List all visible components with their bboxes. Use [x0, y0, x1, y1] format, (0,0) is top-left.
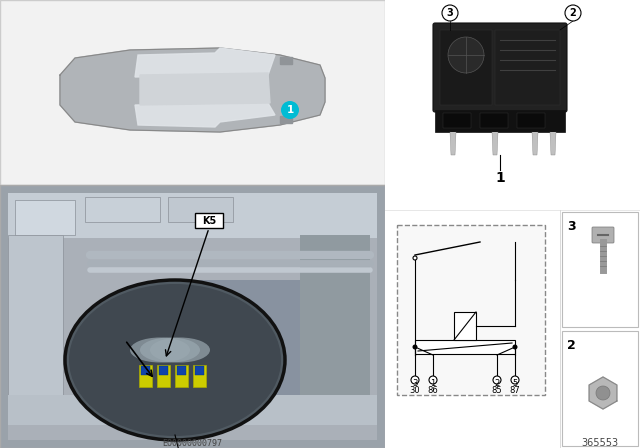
Polygon shape — [140, 73, 270, 105]
Circle shape — [413, 345, 417, 349]
Bar — [280, 57, 292, 64]
Polygon shape — [532, 132, 538, 155]
Circle shape — [429, 376, 437, 384]
Bar — [0, 0, 385, 185]
Text: 3: 3 — [412, 379, 418, 388]
Text: EO0000000797: EO0000000797 — [162, 439, 222, 448]
FancyBboxPatch shape — [433, 23, 567, 112]
FancyBboxPatch shape — [592, 227, 614, 243]
Bar — [195, 213, 223, 228]
Circle shape — [596, 386, 610, 400]
Text: 2: 2 — [494, 379, 500, 388]
Bar — [168, 197, 233, 222]
Text: 5: 5 — [513, 379, 518, 388]
Polygon shape — [492, 132, 498, 155]
Ellipse shape — [140, 337, 200, 362]
Bar — [0, 185, 385, 448]
Text: 2: 2 — [567, 339, 576, 352]
Bar — [159, 366, 168, 375]
Bar — [280, 116, 292, 123]
Circle shape — [493, 376, 501, 384]
Bar — [443, 113, 471, 128]
Ellipse shape — [65, 280, 285, 440]
Bar — [175, 365, 188, 387]
Text: 1: 1 — [495, 171, 505, 185]
Bar — [440, 30, 492, 105]
Bar — [385, 210, 560, 448]
Bar — [454, 312, 476, 340]
Polygon shape — [450, 132, 456, 155]
Bar — [195, 366, 204, 375]
Bar — [560, 210, 640, 448]
Circle shape — [411, 376, 419, 384]
Bar — [397, 225, 545, 395]
Circle shape — [281, 101, 299, 119]
Bar — [180, 280, 360, 400]
Bar — [157, 365, 170, 387]
Bar — [435, 110, 565, 132]
Text: K5: K5 — [202, 215, 216, 225]
Polygon shape — [60, 48, 325, 132]
Polygon shape — [589, 377, 617, 409]
Circle shape — [565, 5, 581, 21]
Bar — [141, 366, 150, 375]
Text: 3: 3 — [567, 220, 575, 233]
Text: 1: 1 — [286, 105, 294, 115]
Text: 3: 3 — [447, 8, 453, 18]
Bar — [385, 0, 640, 210]
Bar — [562, 331, 638, 446]
Circle shape — [511, 376, 519, 384]
Polygon shape — [135, 48, 275, 77]
Text: 87: 87 — [509, 386, 520, 395]
Bar — [480, 113, 508, 128]
Circle shape — [513, 345, 518, 349]
Bar — [193, 365, 206, 387]
Bar — [177, 366, 186, 375]
Text: 85: 85 — [492, 386, 502, 395]
Ellipse shape — [150, 337, 210, 362]
Polygon shape — [135, 103, 275, 127]
Bar — [495, 30, 560, 105]
Text: 86: 86 — [428, 386, 438, 395]
Ellipse shape — [130, 337, 190, 362]
Text: 30: 30 — [410, 386, 420, 395]
Bar — [8, 193, 377, 440]
Bar — [300, 235, 370, 395]
Circle shape — [448, 37, 484, 73]
Bar — [15, 200, 75, 235]
Bar — [562, 212, 638, 327]
Ellipse shape — [69, 284, 281, 436]
Text: 2: 2 — [570, 8, 577, 18]
Circle shape — [413, 256, 417, 260]
Circle shape — [442, 5, 458, 21]
Bar — [415, 340, 515, 354]
Polygon shape — [550, 132, 556, 155]
Bar — [85, 197, 160, 222]
Bar — [517, 113, 545, 128]
Text: 1: 1 — [430, 379, 436, 388]
Bar — [139, 365, 152, 387]
Bar — [8, 235, 63, 415]
Bar — [8, 395, 377, 425]
Text: 365553: 365553 — [581, 438, 619, 448]
Bar — [8, 193, 377, 238]
